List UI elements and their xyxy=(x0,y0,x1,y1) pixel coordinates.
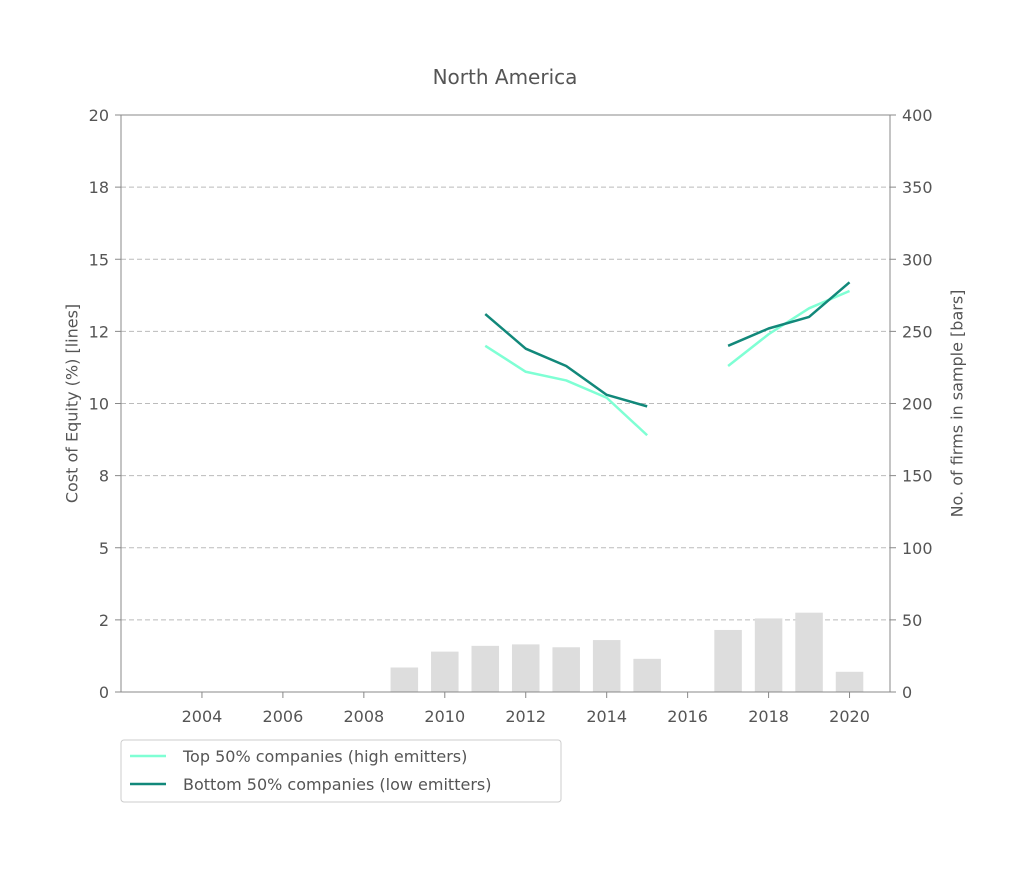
x-axis: 2004 2006 2008 2010 2012 2014 2016 2018 2020 xyxy=(182,692,870,726)
bar-2018 xyxy=(754,618,783,692)
y-right-tick-label: 300 xyxy=(902,250,933,269)
y-right-tick-label: 100 xyxy=(902,539,933,558)
bar-2020 xyxy=(835,671,864,692)
bar-2013 xyxy=(552,647,580,692)
y-axis-right-label: No. of firms in sample [bars] xyxy=(948,290,967,518)
line-series xyxy=(484,281,851,437)
y-left-tick-label: 12 xyxy=(89,322,109,341)
y-left-tick-label: 15 xyxy=(89,250,109,269)
x-tick-label: 2012 xyxy=(505,707,546,726)
x-tick-label: 2020 xyxy=(829,707,870,726)
series-1-segment-1 xyxy=(727,281,851,347)
series-1-segment-0 xyxy=(484,313,648,408)
y-right-tick-label: 50 xyxy=(902,611,922,630)
y-right-tick-label: 250 xyxy=(902,322,933,341)
bar-2014 xyxy=(592,640,621,692)
y-left-tick-label: 0 xyxy=(99,683,109,702)
bar-2015 xyxy=(633,658,661,692)
x-tick-label: 2004 xyxy=(182,707,223,726)
bar-2017 xyxy=(714,629,742,692)
x-tick-label: 2014 xyxy=(586,707,627,726)
y-axis-left: 0 2 5 8 10 12 15 18 20 xyxy=(89,106,121,702)
legend-box xyxy=(120,739,562,803)
bar-series xyxy=(390,612,864,692)
x-tick-label: 2006 xyxy=(263,707,304,726)
bar-2011 xyxy=(471,645,500,692)
x-tick-label: 2010 xyxy=(424,707,465,726)
grid-lines xyxy=(121,186,890,621)
x-tick-label: 2018 xyxy=(748,707,789,726)
x-tick-label: 2016 xyxy=(667,707,708,726)
bar-2010 xyxy=(431,651,459,692)
y-left-tick-label: 8 xyxy=(99,467,109,486)
y-right-tick-label: 150 xyxy=(902,467,933,486)
y-axis-left-label: Cost of Equity (%) [lines] xyxy=(63,304,82,503)
y-left-tick-label: 2 xyxy=(99,611,109,630)
y-left-tick-label: 5 xyxy=(99,539,109,558)
y-right-tick-label: 0 xyxy=(902,683,912,702)
y-left-tick-label: 20 xyxy=(89,106,109,125)
legend: Top 50% companies (high emitters) Bottom … xyxy=(120,739,562,803)
x-tick-label: 2008 xyxy=(343,707,384,726)
y-left-tick-label: 10 xyxy=(89,395,109,414)
bar-2009 xyxy=(390,667,419,692)
y-right-tick-label: 200 xyxy=(902,395,933,414)
legend-label: Top 50% companies (high emitters) xyxy=(182,747,467,766)
bar-2012 xyxy=(511,644,540,692)
y-right-tick-label: 350 xyxy=(902,178,933,197)
y-left-tick-label: 18 xyxy=(89,178,109,197)
bar-2019 xyxy=(795,612,823,692)
chart-title: North America xyxy=(433,65,578,89)
legend-label: Bottom 50% companies (low emitters) xyxy=(183,775,491,794)
y-right-tick-label: 400 xyxy=(902,106,933,125)
y-axis-right: 0 50 100 150 200 250 300 350 400 xyxy=(890,106,933,702)
series-0-segment-0 xyxy=(484,344,649,437)
series-0-segment-1 xyxy=(727,289,851,367)
